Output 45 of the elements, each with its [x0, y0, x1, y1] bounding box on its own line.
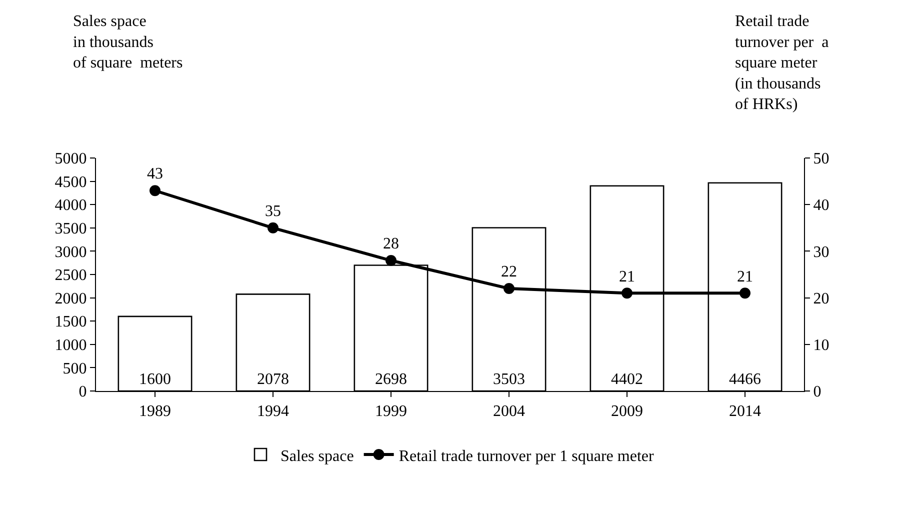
data-label: 4466 [729, 371, 761, 388]
y2-tick-label: 30 [813, 244, 830, 261]
data-label: 35 [265, 203, 281, 220]
y-axis-title: Sales space in thousands of square meters [73, 13, 183, 72]
data-label: 3503 [493, 371, 525, 388]
y2-tick-label: 20 [813, 290, 830, 308]
data-label: 22 [501, 264, 517, 281]
x-tick-label: 2014 [729, 403, 761, 420]
y2-axis-title: Retail trade turnover per a square meter (in thousands of HRKs) [735, 13, 829, 114]
y2-tick-label: 50 [813, 150, 830, 168]
data-label: 2078 [257, 371, 289, 388]
y2-tick-label: 10 [813, 337, 830, 354]
y-tick-label: 3000 [54, 244, 87, 261]
y-tick-label: 2000 [54, 290, 87, 308]
x-tick-label: 1994 [257, 403, 289, 420]
y-tick-label: 3500 [54, 220, 87, 238]
data-label: 2698 [375, 371, 407, 388]
y2-tick-label: 0 [813, 384, 822, 401]
y2-tick-label: 40 [813, 197, 830, 214]
y-tick-label: 500 [62, 360, 87, 378]
data-label: 43 [147, 166, 163, 183]
point [386, 255, 396, 266]
y-tick-label: 4500 [54, 174, 87, 191]
y-tick-label: 5000 [54, 150, 87, 168]
legend-label: Sales space [280, 448, 354, 465]
y-tick-label: 4000 [54, 197, 87, 214]
y-tick-label: 0 [78, 384, 87, 401]
point [740, 288, 750, 299]
x-tick-label: 1989 [139, 403, 171, 420]
y-tick-label: 1500 [54, 314, 87, 331]
y-tick-label: 2500 [54, 267, 87, 284]
data-label: 21 [737, 268, 753, 286]
data-label: 4402 [611, 371, 643, 388]
data-label: 21 [619, 268, 635, 286]
point [622, 288, 632, 299]
y-tick-label: 1000 [54, 337, 87, 354]
x-tick-label: 1999 [375, 403, 407, 420]
legend-label: Retail trade turnover per 1 square meter [398, 448, 654, 465]
point [504, 282, 514, 294]
point [268, 222, 278, 234]
x-tick-label: 2009 [611, 403, 643, 420]
point [150, 185, 160, 196]
data-label: 1600 [139, 371, 171, 388]
data-label: 28 [383, 236, 399, 253]
x-tick-label: 2004 [493, 403, 525, 420]
